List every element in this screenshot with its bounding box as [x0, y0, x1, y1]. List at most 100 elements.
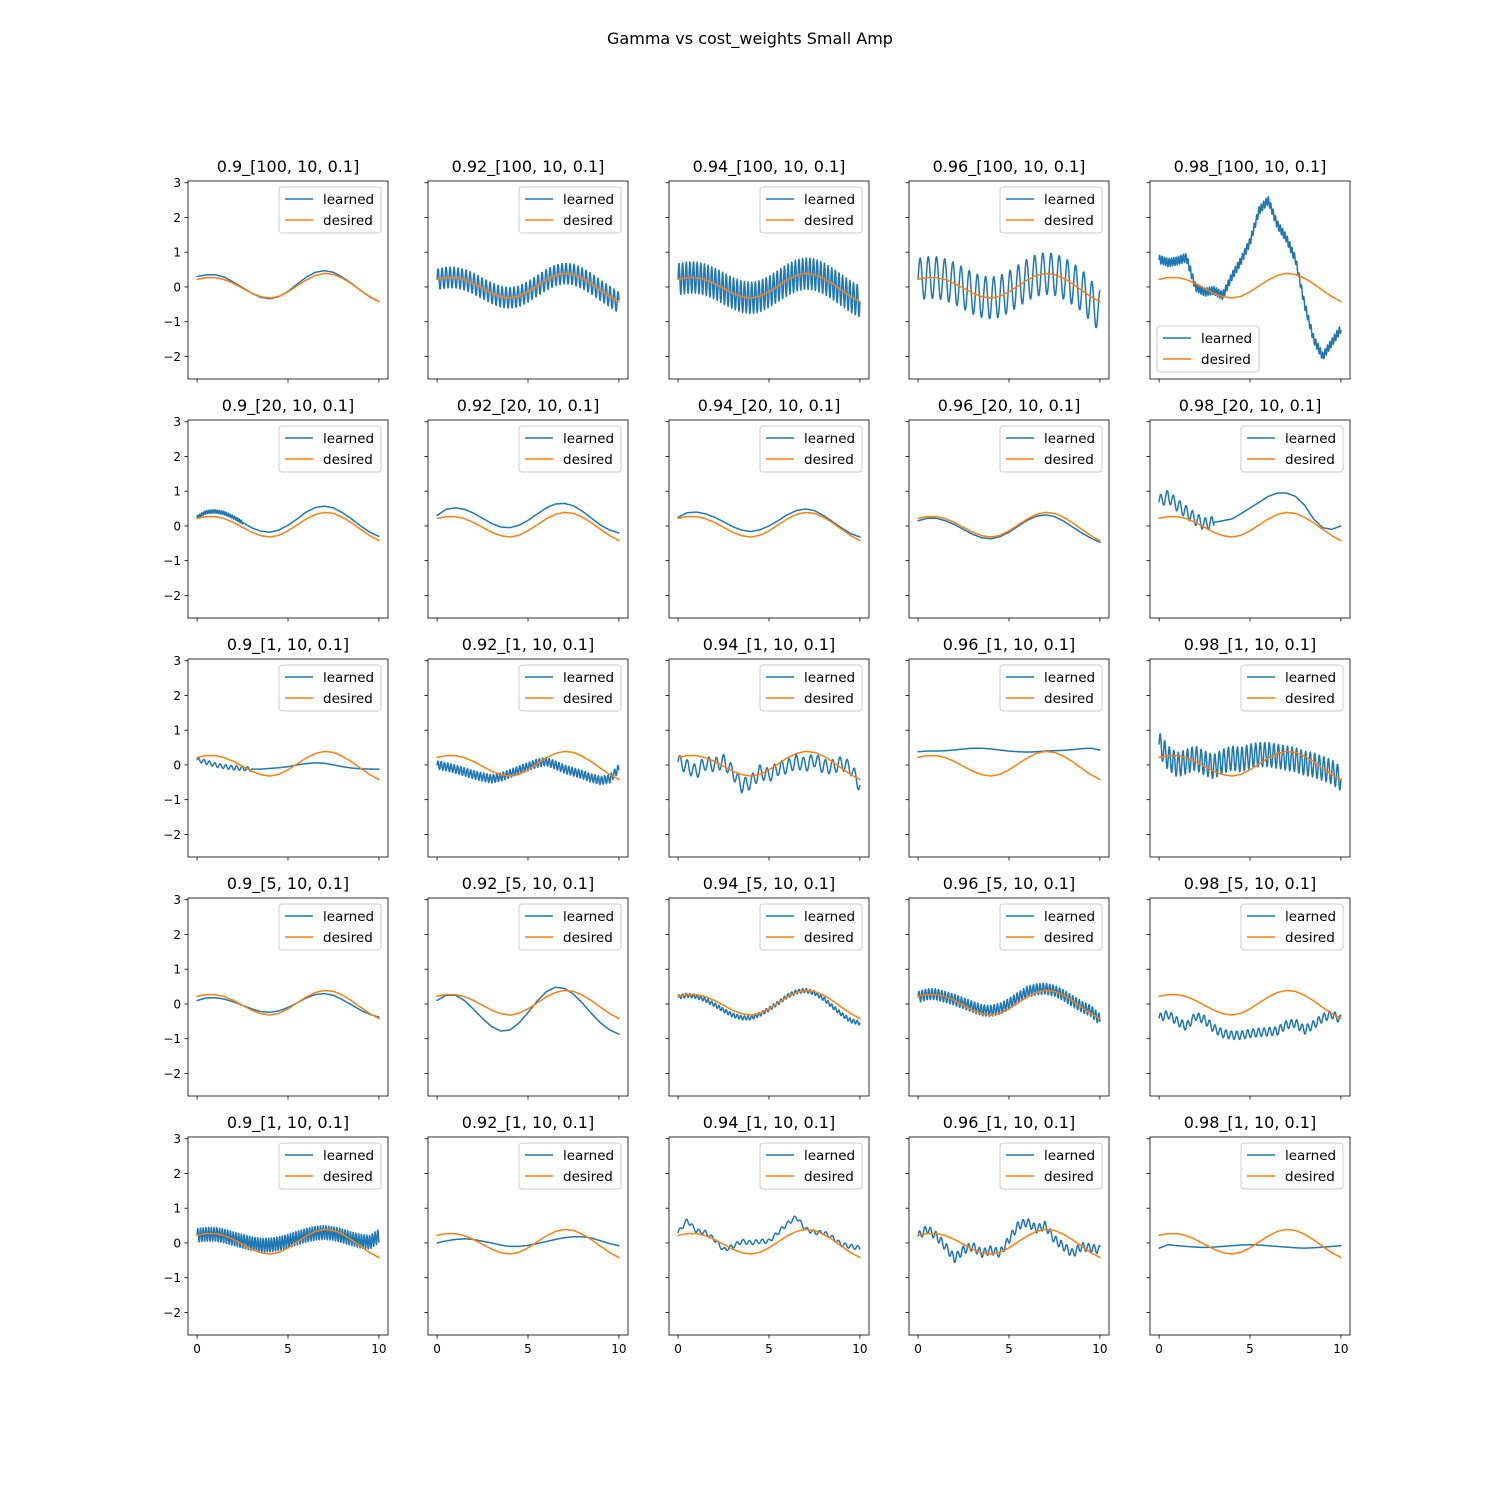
legend-label-learned: learned	[323, 909, 374, 925]
plot-lines	[436, 750, 620, 786]
y-tick-label: 0	[173, 1236, 181, 1250]
subplot-title: 0.96_[1, 10, 0.1]	[943, 1113, 1075, 1133]
plot-lines	[677, 1215, 861, 1259]
subplot: 0.94_[1, 10, 0.1] 0 5 10 learned desired	[665, 1113, 870, 1356]
desired-line	[677, 750, 861, 781]
legend: learned desired	[1240, 903, 1344, 951]
legend: learned desired	[278, 186, 382, 234]
desired-line	[436, 272, 620, 303]
subplot-title: 0.98_[20, 10, 0.1]	[1179, 396, 1322, 416]
legend-label-learned: learned	[804, 431, 855, 447]
legend: learned desired	[759, 425, 863, 473]
y-tick-label: −1	[163, 554, 181, 568]
desired-line	[196, 989, 380, 1020]
legend-label-learned: learned	[563, 1148, 614, 1164]
legend: learned desired	[518, 664, 622, 712]
learned-line	[196, 1225, 380, 1253]
subplot: 0.9_[1, 10, 0.1] −2 −1 0 1 2 3 learned desired	[163, 635, 389, 861]
subplot-title: 0.94_[1, 10, 0.1]	[703, 1113, 835, 1133]
x-tick-label: 0	[433, 1342, 441, 1356]
subplot-title: 0.96_[1, 10, 0.1]	[943, 635, 1075, 655]
y-tick-label: −2	[163, 1306, 181, 1320]
legend-label-learned: learned	[563, 192, 614, 208]
subplot-title: 0.9_[20, 10, 0.1]	[222, 396, 354, 416]
learned-line	[677, 508, 861, 538]
y-tick-label: 1	[173, 246, 181, 260]
subplot-title: 0.92_[5, 10, 0.1]	[462, 874, 594, 894]
x-tick-label: 0	[1155, 1342, 1163, 1356]
legend-label-desired: desired	[1044, 930, 1094, 946]
desired-line	[1158, 272, 1342, 303]
plot-lines	[436, 986, 620, 1035]
legend-label-desired: desired	[323, 930, 373, 946]
legend-label-desired: desired	[804, 213, 854, 229]
legend-label-desired: desired	[323, 213, 373, 229]
subplot-title: 0.96_[100, 10, 0.1]	[933, 157, 1086, 177]
y-tick-label: 2	[173, 211, 181, 225]
desired-line	[677, 1228, 861, 1259]
legend-label-desired: desired	[1201, 352, 1251, 368]
y-tick-label: 1	[173, 724, 181, 738]
subplot-title: 0.92_[1, 10, 0.1]	[462, 1113, 594, 1133]
subplot-title: 0.94_[100, 10, 0.1]	[693, 157, 846, 177]
legend: learned desired	[999, 664, 1103, 712]
desired-line	[917, 272, 1101, 303]
desired-line	[196, 750, 380, 781]
y-tick-label: 0	[173, 758, 181, 772]
desired-line	[436, 511, 620, 542]
learned-line	[436, 262, 620, 312]
subplot: 0.9_[1, 10, 0.1] −2 −1 0 1 2 3 0 5 10 learned desir…	[163, 1113, 389, 1356]
y-tick-label: −1	[163, 315, 181, 329]
legend: learned desired	[278, 1142, 382, 1190]
desired-line	[1158, 989, 1342, 1020]
legend-label-learned: learned	[323, 192, 374, 208]
subplot-title: 0.96_[5, 10, 0.1]	[943, 874, 1075, 894]
desired-line	[1158, 1228, 1342, 1259]
y-tick-label: 3	[173, 1132, 181, 1146]
legend-label-learned: learned	[563, 431, 614, 447]
legend: learned desired	[518, 903, 622, 951]
legend-label-desired: desired	[1285, 691, 1335, 707]
desired-line	[196, 272, 380, 303]
legend-label-learned: learned	[804, 909, 855, 925]
desired-line	[677, 272, 861, 303]
legend-label-desired: desired	[1044, 452, 1094, 468]
legend-label-desired: desired	[563, 452, 613, 468]
y-tick-label: 2	[173, 928, 181, 942]
y-tick-label: 1	[173, 1202, 181, 1216]
subplot: 0.92_[5, 10, 0.1] learned desired	[424, 874, 629, 1100]
plot-lines	[677, 508, 861, 542]
y-tick-label: 3	[173, 176, 181, 190]
x-tick-label: 0	[674, 1342, 682, 1356]
subplot: 0.96_[1, 10, 0.1] 0 5 10 learned desired	[905, 1113, 1110, 1356]
x-tick-label: 5	[765, 1342, 773, 1356]
legend: learned desired	[759, 186, 863, 234]
learned-line	[1158, 1010, 1342, 1041]
legend-label-desired: desired	[804, 930, 854, 946]
legend: learned desired	[999, 186, 1103, 234]
plot-lines	[436, 502, 620, 542]
y-tick-label: −2	[163, 350, 181, 364]
legend-label-desired: desired	[804, 691, 854, 707]
learned-line	[917, 252, 1101, 329]
subplot: 0.98_[1, 10, 0.1] learned desired	[1146, 635, 1351, 861]
desired-line	[917, 989, 1101, 1020]
y-tick-label: 2	[173, 450, 181, 464]
plot-lines	[196, 750, 380, 781]
subplot: 0.92_[1, 10, 0.1] 0 5 10 learned desired	[424, 1113, 629, 1356]
learned-line	[1158, 1243, 1342, 1249]
subplot: 0.96_[100, 10, 0.1] learned desired	[905, 157, 1110, 383]
legend-label-learned: learned	[563, 909, 614, 925]
legend: learned desired	[278, 903, 382, 951]
subplot-title: 0.94_[1, 10, 0.1]	[703, 635, 835, 655]
legend: learned desired	[999, 1142, 1103, 1190]
legend: learned desired	[1156, 325, 1260, 373]
learned-line	[196, 505, 380, 538]
learned-line	[436, 756, 620, 786]
y-tick-label: −1	[163, 1271, 181, 1285]
y-tick-label: 1	[173, 485, 181, 499]
subplot-title: 0.9_[5, 10, 0.1]	[227, 874, 349, 894]
subplot: 0.9_[20, 10, 0.1] −2 −1 0 1 2 3 learned desired	[163, 396, 389, 622]
legend-label-learned: learned	[323, 1148, 374, 1164]
